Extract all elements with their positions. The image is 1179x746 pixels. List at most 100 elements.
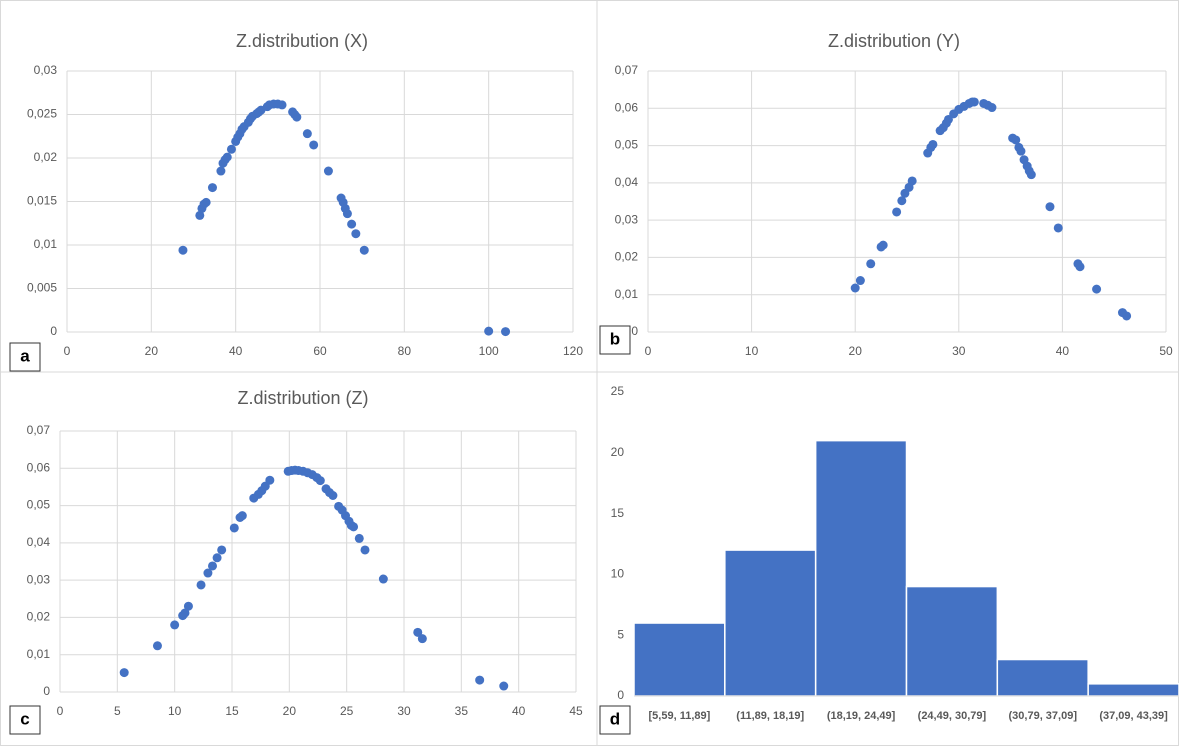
bar bbox=[724, 549, 817, 697]
y-tick-label: 10 bbox=[611, 567, 625, 581]
point bbox=[850, 283, 860, 293]
x-tick-label: (18,19, 24,49] bbox=[827, 710, 896, 722]
y-tick-label: 0,005 bbox=[27, 281, 57, 295]
bar bbox=[633, 622, 726, 697]
panel-label: c bbox=[20, 709, 29, 728]
point bbox=[928, 139, 938, 149]
y-tick-label: 0,015 bbox=[27, 194, 57, 208]
x-tick-label: 50 bbox=[1159, 344, 1173, 358]
point bbox=[323, 166, 333, 176]
y-tick-label: 0,01 bbox=[615, 287, 639, 301]
y-tick-label: 0,05 bbox=[27, 498, 51, 512]
point bbox=[907, 176, 917, 186]
y-tick-label: 15 bbox=[611, 506, 625, 520]
panel-label-box bbox=[599, 325, 631, 355]
point bbox=[1026, 170, 1036, 180]
y-tick-label: 0,05 bbox=[615, 138, 639, 152]
point bbox=[1075, 262, 1085, 272]
point bbox=[196, 580, 206, 590]
point bbox=[265, 475, 275, 485]
y-tick-label: 0 bbox=[617, 688, 624, 702]
y-tick-label: 0,01 bbox=[27, 647, 51, 661]
point bbox=[969, 97, 979, 107]
y-tick-label: 0,02 bbox=[615, 250, 639, 264]
chart-title: Z.distribution (X) bbox=[236, 31, 368, 51]
panel-label-box bbox=[9, 342, 41, 372]
x-tick-label: 20 bbox=[849, 344, 863, 358]
x-tick-label: 5 bbox=[114, 704, 121, 718]
point bbox=[347, 219, 357, 229]
point bbox=[1122, 311, 1132, 321]
point bbox=[178, 245, 188, 255]
x-tick-label: (24,49, 30,79] bbox=[918, 710, 987, 722]
point bbox=[309, 140, 319, 150]
bar bbox=[905, 585, 999, 697]
x-tick-label: 30 bbox=[397, 704, 411, 718]
point bbox=[217, 545, 227, 555]
point bbox=[351, 229, 361, 239]
point bbox=[229, 523, 239, 533]
x-tick-label: [5,59, 11,89] bbox=[649, 710, 711, 722]
x-tick-label: 120 bbox=[563, 344, 583, 358]
point bbox=[475, 675, 485, 685]
x-tick-label: 40 bbox=[1056, 344, 1070, 358]
y-tick-label: 20 bbox=[611, 445, 625, 459]
x-tick-label: 25 bbox=[340, 704, 354, 718]
point bbox=[1092, 284, 1102, 294]
y-tick-label: 0,02 bbox=[34, 150, 58, 164]
point bbox=[354, 533, 364, 543]
point bbox=[855, 276, 865, 286]
point bbox=[119, 668, 129, 678]
y-tick-label: 0,03 bbox=[27, 572, 51, 586]
point bbox=[499, 681, 509, 691]
x-tick-label: 20 bbox=[283, 704, 297, 718]
x-tick-label: 10 bbox=[168, 704, 182, 718]
panel-label-box bbox=[599, 705, 631, 735]
point bbox=[378, 574, 388, 584]
y-tick-label: 0,06 bbox=[615, 100, 639, 114]
x-tick-label: (37,09, 43,39] bbox=[1099, 710, 1168, 722]
point bbox=[152, 641, 162, 651]
point bbox=[302, 129, 312, 139]
y-tick-label: 25 bbox=[611, 384, 625, 398]
point bbox=[413, 627, 423, 637]
point bbox=[360, 545, 370, 555]
y-tick-label: 0,04 bbox=[615, 175, 639, 189]
point bbox=[342, 209, 352, 219]
point bbox=[897, 196, 907, 206]
y-tick-label: 5 bbox=[617, 627, 624, 641]
point bbox=[315, 476, 325, 486]
point bbox=[195, 210, 205, 220]
x-tick-label: 15 bbox=[225, 704, 239, 718]
panel-label: a bbox=[20, 346, 30, 365]
point bbox=[292, 112, 302, 122]
y-tick-label: 0,01 bbox=[34, 237, 58, 251]
point bbox=[866, 259, 876, 269]
y-tick-label: 0,025 bbox=[27, 107, 57, 121]
x-tick-label: 40 bbox=[512, 704, 526, 718]
y-tick-label: 0 bbox=[631, 324, 638, 338]
bar bbox=[996, 658, 1089, 697]
bar bbox=[814, 439, 908, 697]
point bbox=[501, 327, 511, 337]
y-tick-label: 0,03 bbox=[34, 63, 58, 77]
point bbox=[484, 326, 494, 336]
y-tick-label: 0,07 bbox=[615, 63, 639, 77]
point bbox=[277, 100, 287, 110]
point bbox=[201, 197, 211, 207]
panel-label: d bbox=[610, 709, 620, 728]
y-tick-label: 0,02 bbox=[27, 610, 51, 624]
panel-label: b bbox=[610, 329, 620, 348]
point bbox=[349, 522, 359, 532]
point bbox=[987, 103, 997, 113]
x-tick-label: (11,89, 18,19] bbox=[736, 710, 804, 722]
x-tick-label: 0 bbox=[645, 344, 652, 358]
x-tick-label: 100 bbox=[479, 344, 499, 358]
point bbox=[237, 511, 247, 521]
y-tick-label: 0,04 bbox=[27, 535, 51, 549]
x-tick-label: 60 bbox=[313, 344, 327, 358]
point bbox=[359, 245, 369, 255]
point bbox=[417, 634, 427, 644]
